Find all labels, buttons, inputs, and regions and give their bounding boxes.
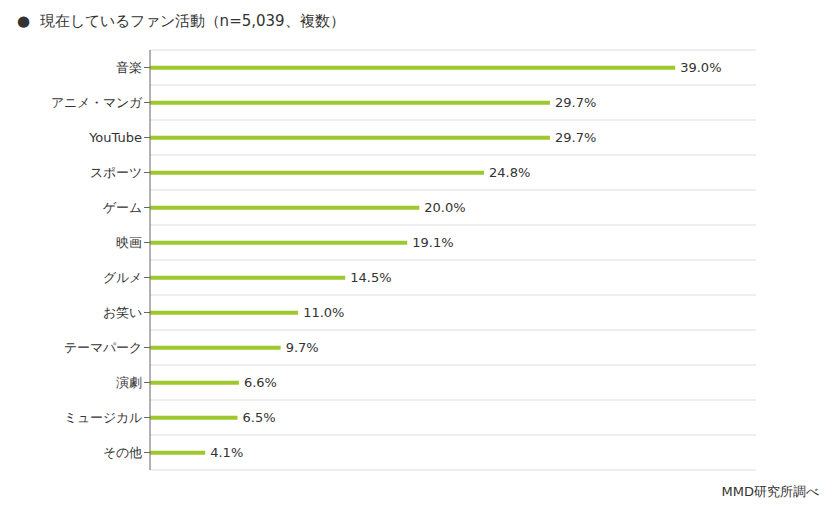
svg-text:スポーツ: スポーツ xyxy=(90,165,142,180)
svg-text:39.0%: 39.0% xyxy=(680,60,721,75)
svg-text:テーマパーク: テーマパーク xyxy=(64,340,142,355)
svg-text:その他: その他 xyxy=(103,445,142,460)
svg-text:24.8%: 24.8% xyxy=(489,165,530,180)
svg-text:ミュージカル: ミュージカル xyxy=(64,410,142,425)
html-text:MMD研究所調べ: MMD研究所調べ xyxy=(721,484,819,499)
svg-text:アニメ・マンガ: アニメ・マンガ xyxy=(51,95,143,110)
svg-text:ゲーム: ゲーム xyxy=(103,200,142,215)
svg-text:映画: 映画 xyxy=(116,235,142,250)
svg-text:お笑い: お笑い xyxy=(103,305,142,320)
svg-text:11.0%: 11.0% xyxy=(303,305,344,320)
svg-text:グルメ: グルメ xyxy=(103,270,142,285)
svg-text:20.0%: 20.0% xyxy=(424,200,465,215)
svg-text:9.7%: 9.7% xyxy=(286,340,319,355)
svg-text:4.1%: 4.1% xyxy=(210,445,243,460)
svg-text:6.5%: 6.5% xyxy=(243,410,276,425)
svg-text:演劇: 演劇 xyxy=(116,375,142,390)
svg-text:音楽: 音楽 xyxy=(116,60,142,75)
svg-text:6.6%: 6.6% xyxy=(244,375,277,390)
svg-text:14.5%: 14.5% xyxy=(350,270,391,285)
svg-text:YouTube: YouTube xyxy=(88,130,142,145)
svg-text:19.1%: 19.1% xyxy=(412,235,453,250)
svg-text:29.7%: 29.7% xyxy=(555,95,596,110)
html-text:● 現在しているファン活動（n=5,039、複数）: ● 現在しているファン活動（n=5,039、複数） xyxy=(17,12,345,30)
svg-text:29.7%: 29.7% xyxy=(555,130,596,145)
